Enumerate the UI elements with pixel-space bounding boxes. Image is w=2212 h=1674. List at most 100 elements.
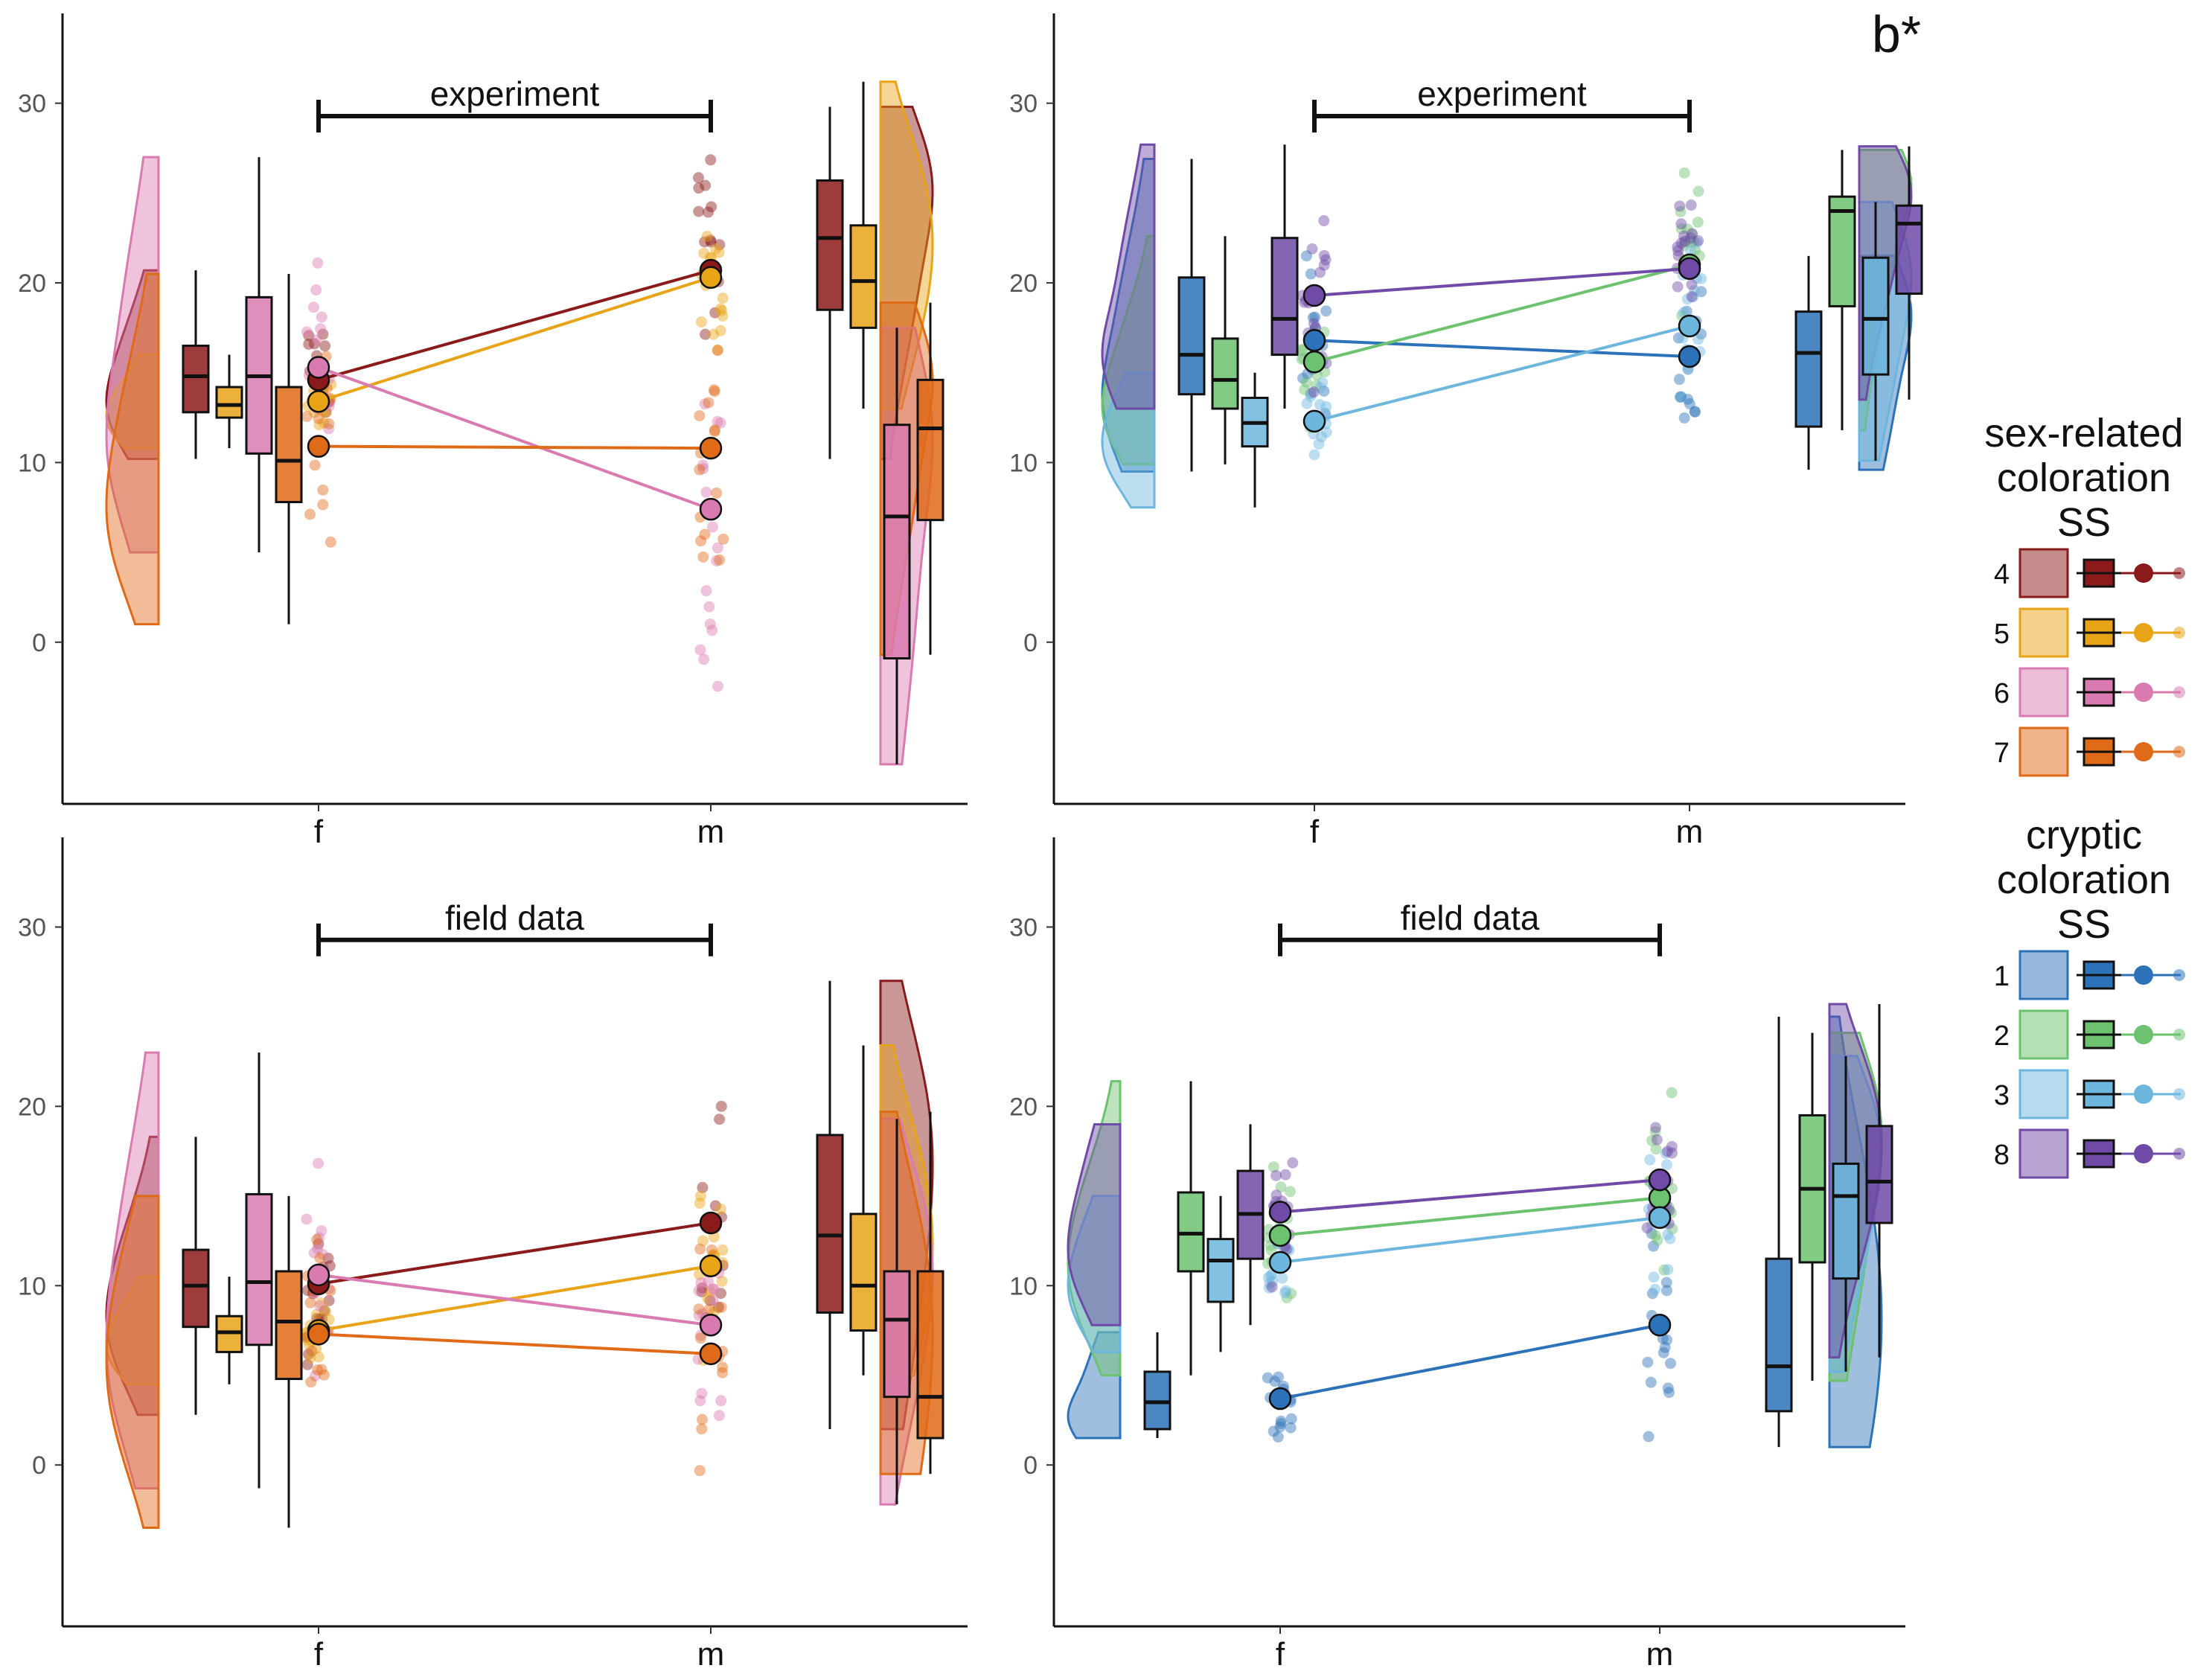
mean-line-7 bbox=[318, 444, 712, 450]
legend-raw-point bbox=[2173, 746, 2185, 758]
legend-mean-point bbox=[2134, 965, 2153, 985]
raw-point-f-3 bbox=[1262, 1271, 1274, 1283]
raw-point-m-4 bbox=[692, 172, 704, 184]
box-m-5 bbox=[849, 1213, 878, 1332]
raw-point-m-1 bbox=[1695, 286, 1707, 298]
raw-point-f-4 bbox=[313, 1238, 325, 1250]
raw-point-f-8 bbox=[1266, 1281, 1278, 1293]
raw-point-m-6 bbox=[707, 1283, 719, 1295]
legend-title-line: SS bbox=[2057, 902, 2111, 947]
raw-point-f-7 bbox=[317, 484, 329, 496]
raw-point-f-1 bbox=[1297, 372, 1309, 384]
raw-point-m-1 bbox=[1646, 1288, 1658, 1300]
raw-point-m-4 bbox=[700, 179, 712, 191]
raw-point-m-7 bbox=[696, 1423, 708, 1435]
raw-point-f-6 bbox=[316, 311, 327, 323]
raw-point-f-8 bbox=[1287, 1157, 1299, 1169]
y-tick-label: 20 bbox=[1009, 269, 1038, 298]
raw-point-f-4 bbox=[301, 1358, 313, 1370]
box-m-6 bbox=[883, 1270, 911, 1399]
raw-point-f-1 bbox=[1307, 312, 1319, 324]
raw-point-f-7 bbox=[317, 499, 329, 511]
legend-key-label: 6 bbox=[1994, 678, 2010, 709]
raw-point-f-7 bbox=[325, 536, 336, 548]
raw-point-m-2 bbox=[1685, 236, 1697, 248]
box-f-3 bbox=[1206, 1238, 1235, 1303]
mean-point-m-8 bbox=[1648, 1168, 1672, 1192]
x-tick-label: f bbox=[314, 814, 324, 850]
raw-point-f-4 bbox=[319, 340, 331, 352]
raw-point-f-3 bbox=[1320, 400, 1332, 412]
raw-point-m-2 bbox=[1649, 1125, 1661, 1137]
raw-point-f-7 bbox=[313, 412, 325, 424]
y-tick-label: 30 bbox=[18, 90, 46, 118]
mean-line-6 bbox=[318, 365, 712, 511]
violin-m-4 bbox=[879, 105, 934, 461]
raw-point-m-6 bbox=[715, 417, 726, 429]
raw-point-f-5 bbox=[315, 1297, 327, 1309]
raw-point-m-1 bbox=[1661, 1334, 1673, 1346]
legend-violin-swatch bbox=[2018, 1009, 2069, 1060]
raw-point-m-4 bbox=[712, 1301, 724, 1313]
raw-point-f-1 bbox=[1275, 1418, 1287, 1430]
box-m-7 bbox=[916, 1270, 944, 1440]
raw-point-m-5 bbox=[717, 1244, 729, 1256]
raw-point-f-2 bbox=[1281, 1292, 1293, 1304]
raw-point-m-2 bbox=[1692, 216, 1704, 228]
raw-point-f-5 bbox=[318, 417, 330, 429]
legend-mean-point bbox=[2134, 1025, 2153, 1044]
box-m-2 bbox=[1828, 195, 1856, 307]
legend-raw-point bbox=[2173, 1148, 2185, 1160]
raw-point-m-2 bbox=[1688, 235, 1700, 247]
raw-point-m-8 bbox=[1679, 235, 1691, 247]
raw-point-f-3 bbox=[1320, 427, 1332, 438]
legend-violin-swatch bbox=[2018, 1128, 2069, 1179]
x-tick-label: m bbox=[697, 1636, 725, 1673]
y-tick-label: 30 bbox=[18, 913, 46, 942]
raw-point-f-4 bbox=[323, 1294, 335, 1306]
y-tick-label: 20 bbox=[1009, 1093, 1038, 1121]
legend-raw-point bbox=[2173, 1088, 2185, 1100]
raw-point-f-1 bbox=[1305, 268, 1317, 280]
mean-point-f-6 bbox=[307, 356, 330, 379]
raw-point-m-1 bbox=[1675, 392, 1687, 403]
raw-point-m-5 bbox=[695, 316, 707, 328]
raw-point-m-6 bbox=[706, 521, 718, 533]
raw-point-m-1 bbox=[1660, 1285, 1672, 1297]
mean-point-m-4 bbox=[699, 1211, 723, 1235]
raw-point-m-3 bbox=[1648, 1271, 1660, 1283]
raw-point-m-6 bbox=[699, 398, 711, 410]
raw-point-m-7 bbox=[706, 1244, 717, 1256]
raw-point-m-6 bbox=[703, 601, 715, 613]
violin-f-6 bbox=[105, 156, 160, 554]
box-f-7 bbox=[275, 386, 303, 504]
raw-point-m-3 bbox=[1695, 272, 1707, 284]
mean-line-8 bbox=[1279, 1178, 1660, 1214]
box-m-4 bbox=[816, 179, 844, 311]
raw-point-m-6 bbox=[707, 1294, 719, 1306]
raw-point-f-3 bbox=[1265, 1270, 1277, 1282]
raw-point-f-6 bbox=[312, 1242, 324, 1254]
raw-point-m-2 bbox=[1692, 185, 1704, 197]
legend-raw-point bbox=[2173, 1029, 2185, 1041]
raw-point-m-1 bbox=[1645, 1376, 1657, 1388]
raw-point-m-3 bbox=[1649, 1283, 1661, 1295]
raw-point-m-6 bbox=[700, 585, 712, 597]
raw-point-m-6 bbox=[700, 486, 712, 498]
raw-point-m-6 bbox=[693, 1285, 705, 1297]
raw-point-f-1 bbox=[1309, 311, 1321, 323]
mean-point-m-3 bbox=[1648, 1206, 1672, 1229]
violin-f-8 bbox=[1101, 143, 1156, 410]
mean-line-2 bbox=[1314, 263, 1690, 364]
raw-point-f-8 bbox=[1279, 1169, 1291, 1181]
raw-point-f-4 bbox=[322, 1253, 334, 1265]
raw-point-f-6 bbox=[301, 1213, 313, 1225]
raw-point-f-7 bbox=[306, 1345, 318, 1357]
box-f-1 bbox=[1177, 276, 1206, 396]
raw-point-m-4 bbox=[704, 1294, 716, 1306]
raw-point-m-5 bbox=[694, 1197, 706, 1209]
box-f-7 bbox=[275, 1270, 303, 1381]
raw-point-f-3 bbox=[1314, 399, 1326, 411]
raw-point-m-3 bbox=[1691, 237, 1703, 249]
raw-point-m-2 bbox=[1690, 244, 1701, 256]
